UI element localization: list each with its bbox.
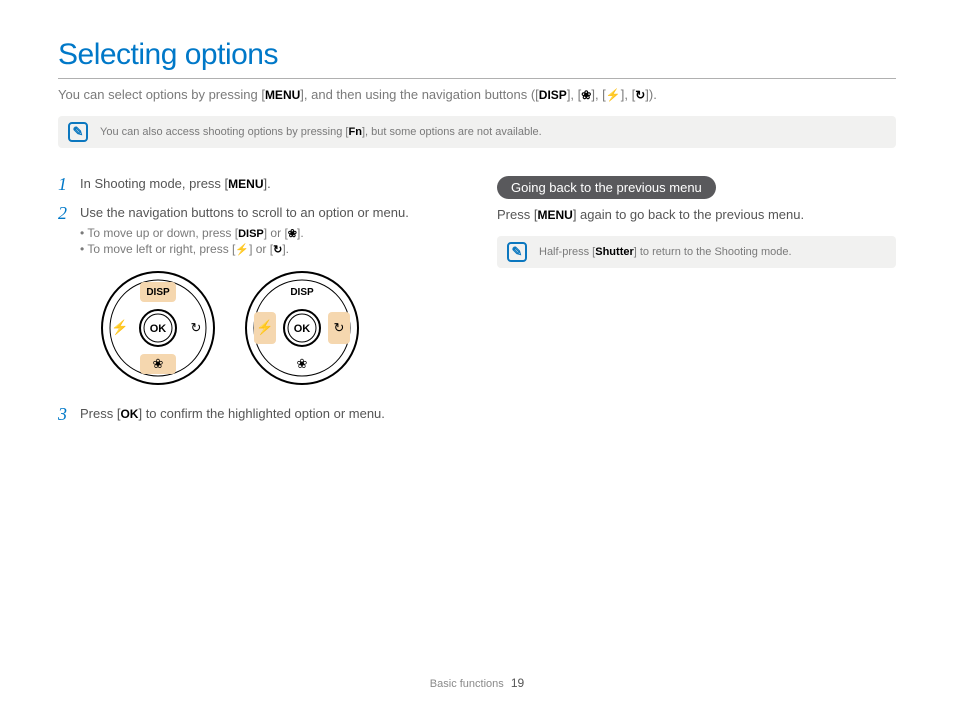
flash-icon: ⚡: [256, 319, 273, 336]
macro-icon: ❀: [153, 356, 164, 371]
text: Use the navigation buttons to scroll to …: [80, 205, 409, 220]
text: ].: [264, 176, 271, 191]
text: ], but some options are not available.: [362, 126, 542, 138]
right-text: Press [MENU] again to go back to the pre…: [497, 207, 896, 222]
text: ], [: [621, 87, 635, 102]
menu-label: MENU: [265, 88, 300, 102]
text: ] to confirm the highlighted option or m…: [138, 406, 384, 421]
fn-label: Fn: [348, 126, 361, 138]
text: Press [: [497, 207, 537, 222]
text: Press [: [80, 406, 120, 421]
text: ], [: [567, 87, 581, 102]
dial-diagrams: DISP OK ⚡ ↻ ❀ DISP: [98, 268, 457, 388]
disp-label: DISP: [146, 287, 170, 298]
text: ], [: [591, 87, 605, 102]
sub-b: To move left or right, press [⚡] or [↻].: [80, 242, 457, 256]
text: To move left or right, press [: [87, 242, 235, 256]
macro-icon: ❀: [581, 88, 591, 102]
note-box: Half-press [Shutter] to return to the Sh…: [497, 236, 896, 268]
sub-a: To move up or down, press [DISP] or [❀].: [80, 226, 457, 240]
text: ] or [: [249, 242, 273, 256]
dial-horizontal: DISP OK ⚡ ↻ ❀: [242, 268, 362, 388]
text: ]).: [645, 87, 657, 102]
left-column: In Shooting mode, press [MENU]. Use the …: [58, 176, 457, 435]
ok-label: OK: [120, 407, 138, 421]
footer-section: Basic functions: [430, 678, 504, 690]
text: You can also access shooting options by …: [100, 126, 348, 138]
page-title: Selecting options: [58, 38, 896, 79]
right-column: Going back to the previous menu Press [M…: [497, 176, 896, 435]
text: ].: [282, 242, 289, 256]
text: Half-press [: [539, 246, 595, 258]
shutter-label: Shutter: [595, 246, 634, 258]
flash-icon: ⚡: [111, 319, 128, 336]
note-text: You can also access shooting options by …: [100, 126, 542, 138]
timer-icon: ↻: [635, 88, 645, 102]
steps-list: In Shooting mode, press [MENU]. Use the …: [58, 176, 457, 421]
ok-label: OK: [294, 323, 311, 335]
text: ] again to go back to the previous menu.: [573, 207, 804, 222]
text: You can select options by pressing [: [58, 87, 265, 102]
note-icon: [68, 122, 88, 142]
menu-label: MENU: [537, 208, 572, 222]
text: ] to return to the Shooting mode.: [634, 246, 792, 258]
text: To move up or down, press [: [87, 226, 238, 240]
intro-text: You can select options by pressing [MENU…: [58, 87, 896, 102]
flash-icon: ⚡: [235, 243, 249, 256]
menu-label: MENU: [228, 177, 263, 191]
note-icon: [507, 242, 527, 262]
text: In Shooting mode, press [: [80, 176, 228, 191]
text: ] or [: [264, 226, 288, 240]
step-1: In Shooting mode, press [MENU].: [58, 176, 457, 191]
flash-icon: ⚡: [606, 88, 621, 102]
disp-label: DISP: [290, 287, 314, 298]
subsection-pill: Going back to the previous menu: [497, 176, 716, 199]
disp-label: DISP: [238, 228, 264, 240]
page-number: 19: [511, 676, 524, 690]
text: ].: [297, 226, 304, 240]
note-box: You can also access shooting options by …: [58, 116, 896, 148]
note-text: Half-press [Shutter] to return to the Sh…: [539, 246, 792, 258]
page-footer: Basic functions 19: [0, 676, 954, 690]
dial-vertical: DISP OK ⚡ ↻ ❀: [98, 268, 218, 388]
step-2: Use the navigation buttons to scroll to …: [58, 205, 457, 388]
step-2-sublist: To move up or down, press [DISP] or [❀].…: [80, 226, 457, 256]
disp-label: DISP: [539, 88, 567, 102]
timer-icon: ↻: [191, 320, 202, 335]
macro-icon: ❀: [288, 227, 297, 240]
macro-icon: ❀: [297, 356, 308, 371]
ok-label: OK: [150, 323, 167, 335]
timer-icon: ↻: [273, 243, 282, 256]
step-3: Press [OK] to confirm the highlighted op…: [58, 406, 457, 421]
text: ], and then using the navigation buttons…: [300, 87, 539, 102]
timer-icon: ↻: [334, 320, 345, 335]
